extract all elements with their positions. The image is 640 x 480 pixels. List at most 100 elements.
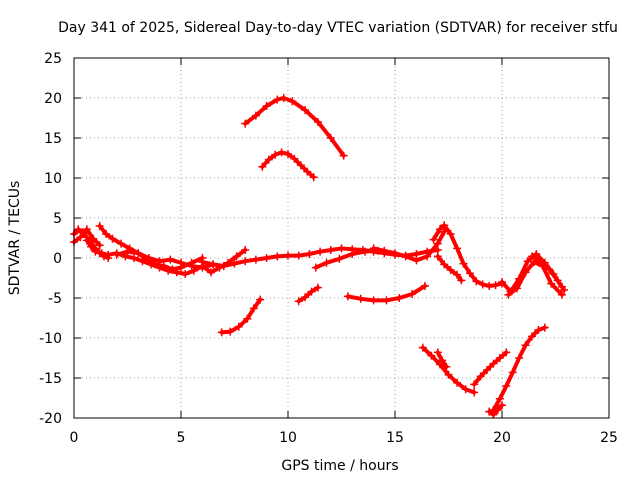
data-point: [316, 247, 325, 256]
data-point: [382, 296, 391, 305]
data-point: [470, 388, 479, 397]
data-point: [313, 283, 322, 292]
data-point: [461, 385, 470, 394]
data-point: [155, 257, 164, 266]
data-point: [279, 94, 288, 102]
data-point: [453, 270, 462, 279]
series-trace: [114, 249, 216, 270]
data-point: [476, 372, 485, 381]
data-point: [361, 247, 370, 256]
y-tick-label: 25: [44, 51, 62, 67]
data-point: [256, 295, 265, 304]
data-point: [343, 292, 352, 301]
data-point: [262, 254, 271, 262]
data-point: [294, 297, 303, 306]
data-point: [313, 118, 322, 126]
data-point: [95, 222, 104, 230]
data-point: [76, 233, 85, 242]
data-point: [440, 221, 449, 230]
y-tick-label: -15: [39, 371, 62, 387]
data-series: [112, 247, 218, 272]
data-point: [305, 250, 314, 258]
data-point: [303, 167, 312, 176]
data-series: [294, 283, 322, 306]
data-point: [446, 230, 455, 238]
data-point: [112, 250, 121, 259]
data-point: [241, 246, 250, 254]
y-tick-label: -5: [48, 291, 62, 307]
data-point: [262, 102, 271, 110]
data-point: [209, 260, 218, 269]
data-point: [335, 254, 344, 263]
data-point: [540, 323, 549, 332]
data-point: [134, 249, 143, 258]
data-point: [348, 250, 357, 258]
data-series: [258, 148, 318, 182]
data-point: [95, 241, 104, 250]
data-point: [433, 252, 442, 261]
x-tick-label: 20: [493, 430, 511, 446]
data-point: [273, 95, 282, 104]
y-tick-label: 15: [44, 131, 62, 147]
y-axis-label: SDTVAR / TECUs: [7, 181, 23, 296]
data-point: [102, 230, 111, 238]
data-point: [472, 277, 481, 286]
series-trace: [84, 238, 205, 276]
data-point: [241, 119, 250, 128]
data-point: [129, 254, 138, 262]
data-point: [446, 266, 455, 274]
data-series: [433, 348, 451, 371]
data-point: [290, 154, 299, 163]
data-point: [457, 276, 466, 285]
x-tick-label: 0: [70, 430, 79, 446]
y-tick-label: 5: [53, 211, 62, 227]
data-point: [508, 368, 517, 377]
data-point: [89, 234, 98, 243]
data-point: [485, 407, 494, 416]
data-series: [343, 282, 429, 305]
data-point: [284, 150, 292, 158]
data-point: [301, 293, 310, 302]
data-point: [219, 262, 228, 270]
data-point: [536, 257, 545, 266]
data-point: [82, 225, 91, 234]
data-point: [198, 258, 207, 266]
data-series: [489, 323, 549, 414]
data-point: [294, 251, 303, 260]
data-point: [117, 239, 126, 248]
data-point: [181, 270, 190, 278]
data-point: [307, 287, 316, 296]
data-point: [504, 290, 513, 299]
data-point: [273, 252, 282, 261]
data-point: [243, 314, 252, 323]
data-point: [309, 173, 318, 182]
data-point: [442, 362, 451, 371]
data-point: [465, 269, 474, 278]
data-series: [433, 252, 466, 285]
data-point: [527, 252, 536, 261]
data-point: [483, 366, 492, 374]
data-point: [380, 246, 389, 255]
data-point: [453, 378, 462, 387]
data-point: [108, 234, 117, 243]
data-point: [277, 148, 286, 157]
data-point: [521, 268, 530, 277]
data-point: [401, 252, 410, 261]
x-tick-label: 10: [279, 430, 297, 446]
data-series: [217, 295, 265, 337]
data-point: [234, 322, 243, 331]
data-point: [470, 380, 479, 389]
series-trace: [472, 350, 509, 387]
y-tick-label: 0: [53, 251, 62, 267]
data-point: [440, 260, 449, 269]
data-point: [459, 259, 468, 268]
plot-border: [73, 57, 610, 419]
data-point: [187, 262, 196, 270]
data-point: [226, 327, 235, 336]
data-point: [74, 225, 83, 234]
data-point: [104, 250, 113, 259]
data-point: [296, 161, 305, 170]
data-point: [502, 382, 511, 390]
data-point: [435, 225, 444, 234]
